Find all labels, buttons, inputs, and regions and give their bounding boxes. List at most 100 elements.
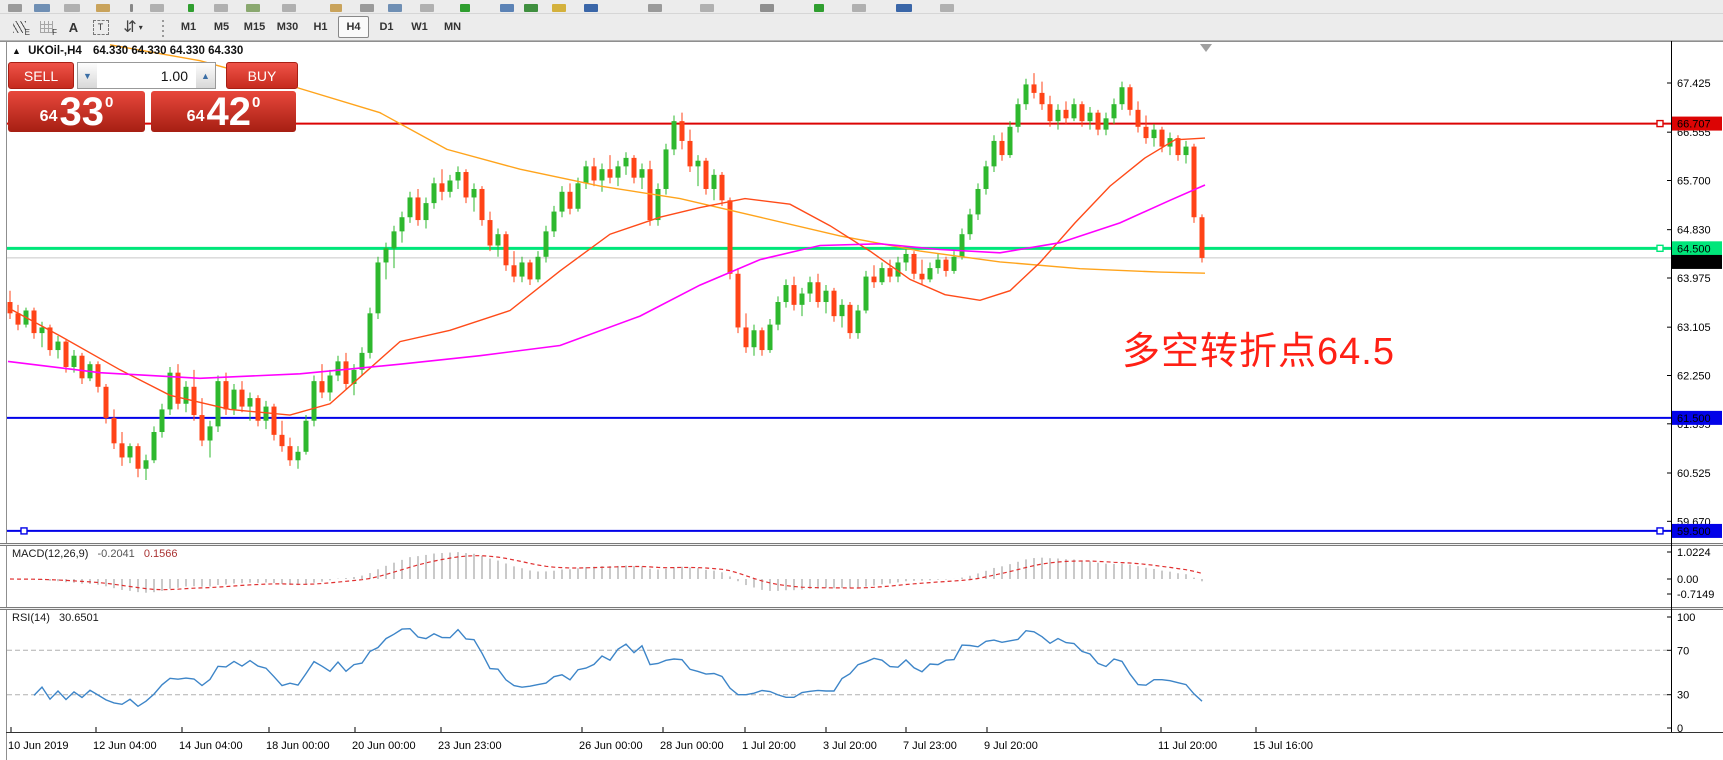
date-label[interactable]: 12 Jun 04:00: [93, 740, 157, 752]
timeframe-button-h1[interactable]: H1: [313, 21, 328, 33]
candle-body: [551, 211, 557, 232]
candle-body: [7, 302, 13, 314]
one-click-panel-toggle[interactable]: ▲: [12, 46, 21, 56]
candle-body: [47, 327, 53, 351]
candle-body: [751, 330, 757, 348]
sell-price-display[interactable]: 64 33 0: [8, 91, 145, 132]
candle-body: [743, 327, 749, 348]
candle-body: [943, 259, 949, 271]
candle-body: [199, 415, 205, 441]
date-label[interactable]: 28 Jun 00:00: [660, 740, 724, 752]
date-label[interactable]: 1 Jul 20:00: [742, 740, 796, 752]
macd-main-value: -0.2041: [97, 548, 135, 560]
hline-marker[interactable]: [20, 527, 28, 535]
price-badge: [1672, 116, 1722, 131]
timeframe-button-w1[interactable]: W1: [411, 21, 428, 33]
grid-icon[interactable]: F: [33, 16, 60, 38]
candle-body: [1071, 104, 1077, 119]
cropped-icon-fragment: [282, 4, 296, 12]
rsi-label-row: RSI(14) 30.6501: [12, 612, 99, 624]
candle-body: [775, 302, 781, 325]
chart-text-annotation[interactable]: 多空转折点64.5: [1122, 331, 1395, 373]
date-label[interactable]: 20 Jun 00:00: [352, 740, 416, 752]
candle-body: [735, 273, 741, 328]
timeframe-button-h4[interactable]: H4: [338, 16, 369, 38]
timeframe-button-m1[interactable]: M1: [180, 21, 197, 33]
ma-orange[interactable]: [109, 44, 1206, 274]
timeframe-button-m5[interactable]: M5: [213, 21, 230, 33]
candle-body: [79, 355, 85, 379]
volume-increase-button[interactable]: ▲: [196, 62, 216, 89]
buy-price-display[interactable]: 64 42 0: [151, 91, 296, 132]
candle-body: [623, 157, 629, 167]
candle-body: [455, 172, 461, 181]
date-label[interactable]: 3 Jul 20:00: [823, 740, 877, 752]
candle-body: [271, 406, 277, 435]
candle-body: [1159, 129, 1165, 147]
rsi-axis-label: 100: [1677, 612, 1695, 624]
date-label[interactable]: 9 Jul 20:00: [984, 740, 1038, 752]
hline-marker[interactable]: [1656, 119, 1664, 128]
candle-body: [1055, 109, 1061, 122]
candle-body: [103, 386, 109, 418]
candle-body: [359, 352, 365, 370]
date-label[interactable]: 18 Jun 00:00: [266, 740, 330, 752]
candle-body: [815, 282, 821, 303]
candle-body: [711, 174, 717, 189]
candle-body: [279, 434, 285, 447]
candle-body: [927, 268, 933, 280]
toolbar: E F A T ⇵ ▾ M1 M5 M15 M30 H1 H4 D1 W1 MN: [0, 14, 1723, 41]
toolbar-grip[interactable]: [160, 17, 167, 37]
text-label-icon[interactable]: A: [60, 16, 87, 38]
candle-body: [687, 140, 693, 167]
candle-body: [783, 285, 789, 303]
panel-separator[interactable]: [0, 607, 1723, 610]
letter-a-glyph: A: [68, 19, 79, 35]
date-label[interactable]: 10 Jun 2019: [8, 740, 69, 752]
ma-red[interactable]: [7, 137, 1206, 416]
candle-body: [887, 268, 893, 277]
timeframe-button-d1[interactable]: D1: [379, 21, 394, 33]
panel-separator[interactable]: [0, 543, 1723, 546]
volume-decrease-button[interactable]: ▼: [77, 62, 97, 89]
volume-input[interactable]: [97, 62, 196, 89]
candle-body: [807, 282, 813, 294]
timeframe-button-mn[interactable]: MN: [443, 21, 462, 33]
candle-body: [415, 197, 421, 221]
ma-magenta[interactable]: [7, 184, 1206, 380]
date-label[interactable]: 23 Jun 23:00: [438, 740, 502, 752]
chart-shift-marker[interactable]: [1200, 44, 1212, 52]
cropped-icon-fragment: [150, 4, 164, 12]
cropped-icon-fragment: [552, 4, 566, 12]
date-label[interactable]: 7 Jul 23:00: [903, 740, 957, 752]
candle-body: [1143, 126, 1149, 139]
grid-glyph: [40, 21, 53, 33]
candle-body: [559, 191, 565, 212]
hline-marker[interactable]: [1656, 527, 1664, 535]
candle-body: [855, 310, 861, 334]
price-axis-label: 67.425: [1677, 78, 1711, 90]
candle-body: [143, 460, 149, 469]
chevron-down-icon: ▾: [138, 22, 143, 32]
expert-advisor-icon[interactable]: E: [6, 16, 33, 38]
date-label[interactable]: 14 Jun 04:00: [179, 740, 243, 752]
candle-body: [695, 160, 701, 167]
sell-button[interactable]: SELL: [8, 62, 74, 89]
candle-body: [991, 140, 997, 167]
timeframe-button-m15[interactable]: M15: [243, 21, 266, 33]
date-label[interactable]: 15 Jul 16:00: [1253, 740, 1313, 752]
candle-body: [831, 290, 837, 317]
candle-body: [1175, 138, 1181, 156]
cropped-icon-fragment: [814, 4, 824, 12]
date-label[interactable]: 26 Jun 00:00: [579, 740, 643, 752]
cursor-mode-dropdown[interactable]: ⇵ ▾: [114, 16, 152, 38]
hline-marker[interactable]: [1656, 244, 1664, 253]
text-box-icon[interactable]: T: [87, 16, 114, 38]
timeframe-button-m30[interactable]: M30: [276, 21, 299, 33]
candle-body: [407, 197, 413, 218]
cropped-icon-fragment: [940, 4, 954, 12]
candle-body: [1199, 217, 1205, 258]
date-label[interactable]: 11 Jul 20:00: [1158, 740, 1217, 752]
buy-button[interactable]: BUY: [226, 62, 298, 89]
